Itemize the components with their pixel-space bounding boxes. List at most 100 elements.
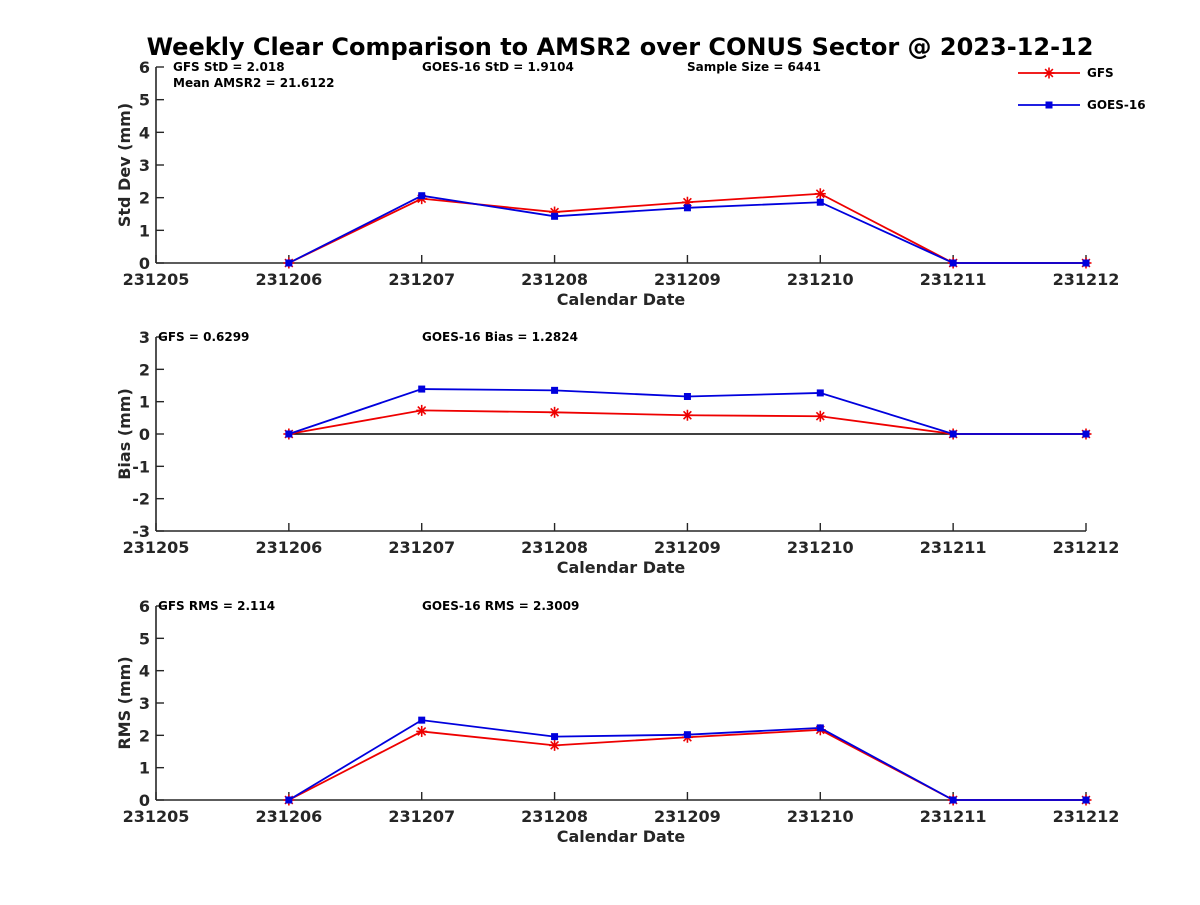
y-tick-label: 2	[139, 726, 150, 745]
data-point	[1082, 430, 1090, 438]
y-tick-label: -1	[132, 457, 150, 476]
data-point	[551, 733, 559, 741]
x-axis-label: Calendar Date	[557, 290, 686, 309]
stat-annotation-goes-stat: GOES-16 RMS = 2.3009	[422, 599, 579, 613]
y-axis-label: Bias (mm)	[115, 388, 134, 480]
legend-item-gfs: GFS	[1018, 66, 1114, 80]
y-tick-label: 3	[139, 328, 150, 347]
stat-annotation-gfs-stat: GFS = 0.6299	[158, 330, 249, 344]
x-tick-label: 231207	[388, 270, 455, 289]
legend: GFS GOES-16	[1018, 66, 1146, 112]
y-axis-label: RMS (mm)	[115, 656, 134, 749]
y-tick-label: 1	[139, 393, 150, 412]
y-tick-label: 6	[139, 597, 150, 616]
data-point	[949, 796, 957, 804]
data-point	[814, 188, 826, 200]
y-tick-label: 4	[139, 123, 150, 142]
x-tick-label: 231211	[920, 807, 987, 826]
y-tick-label: 2	[139, 189, 150, 208]
legend-marker	[1045, 101, 1053, 109]
x-tick-label: 231208	[521, 807, 588, 826]
y-tick-label: 1	[139, 759, 150, 778]
data-point	[683, 204, 691, 212]
data-point	[683, 731, 691, 739]
series-goes-16	[285, 192, 1090, 267]
y-tick-label: 5	[139, 629, 150, 648]
data-point	[418, 192, 426, 200]
chart-title: Weekly Clear Comparison to AMSR2 over CO…	[147, 33, 1094, 61]
data-point	[549, 406, 561, 418]
x-tick-label: 231210	[787, 807, 854, 826]
data-point	[551, 212, 559, 220]
x-tick-label: 231205	[123, 270, 190, 289]
x-tick-label: 231212	[1053, 538, 1120, 557]
y-tick-label: 0	[139, 254, 150, 273]
data-point	[949, 259, 957, 267]
x-tick-label: 231211	[920, 270, 987, 289]
stat-annotation-goes-stat: GOES-16 StD = 1.9104	[422, 60, 574, 74]
y-tick-label: 3	[139, 694, 150, 713]
legend-label: GOES-16	[1087, 98, 1146, 112]
stat-annotation-gfs-stat: GFS RMS = 2.114	[158, 599, 275, 613]
data-point	[285, 796, 293, 804]
data-point	[285, 430, 293, 438]
y-tick-label: 0	[139, 425, 150, 444]
data-point	[285, 259, 293, 267]
x-tick-label: 231209	[654, 270, 721, 289]
legend-label: GFS	[1087, 66, 1114, 80]
stat-annotation-goes-stat: GOES-16 Bias = 1.2824	[422, 330, 578, 344]
data-point	[418, 716, 426, 724]
data-point	[416, 725, 428, 737]
panel-3: 0 1 2 3 4 5 6 231205 231206 231207 231208 231209 231…	[115, 597, 1119, 846]
data-point	[416, 404, 428, 416]
y-tick-label: 1	[139, 221, 150, 240]
x-tick-label: 231209	[654, 807, 721, 826]
x-tick-label: 231207	[388, 538, 455, 557]
panel-1: 0 1 2 3 4 5 6 231205 231206 231207 231208 231209 231…	[115, 58, 1119, 309]
data-point	[683, 392, 691, 400]
legend-marker	[1043, 67, 1055, 79]
x-tick-label: 231211	[920, 538, 987, 557]
x-tick-label: 231207	[388, 807, 455, 826]
x-tick-label: 231206	[255, 807, 322, 826]
data-point	[814, 410, 826, 422]
y-axis-label: Std Dev (mm)	[115, 103, 134, 227]
data-point	[816, 198, 824, 206]
stat-annotation-mean-amsr2: Mean AMSR2 = 21.6122	[173, 76, 334, 90]
data-point	[1082, 796, 1090, 804]
data-point	[949, 430, 957, 438]
x-tick-label: 231208	[521, 270, 588, 289]
x-tick-label: 231206	[255, 270, 322, 289]
x-tick-label: 231210	[787, 270, 854, 289]
x-tick-label: 231209	[654, 538, 721, 557]
stat-annotation-sample-size: Sample Size = 6441	[687, 60, 821, 74]
x-axis-label: Calendar Date	[557, 558, 686, 577]
y-tick-label: 6	[139, 58, 150, 77]
y-tick-label: 3	[139, 156, 150, 175]
x-tick-label: 231206	[255, 538, 322, 557]
stat-annotation-gfs-stat: GFS StD = 2.018	[173, 60, 285, 74]
x-tick-label: 231212	[1053, 270, 1120, 289]
panel-2: -3 -2 -1 0 1 2 3 231205 231206 231207 231208 231209…	[115, 328, 1119, 577]
y-tick-label: 5	[139, 91, 150, 110]
y-tick-label: -2	[132, 490, 150, 509]
x-tick-label: 231212	[1053, 807, 1120, 826]
data-point	[816, 724, 824, 732]
data-point	[418, 385, 426, 393]
series-goes-16	[285, 716, 1090, 804]
data-point	[551, 386, 559, 394]
data-point	[1082, 259, 1090, 267]
legend-item-goes-16: GOES-16	[1018, 98, 1146, 112]
x-tick-label: 231208	[521, 538, 588, 557]
x-axis-label: Calendar Date	[557, 827, 686, 846]
y-tick-label: 4	[139, 662, 150, 681]
x-tick-label: 231205	[123, 807, 190, 826]
data-point	[816, 389, 824, 397]
series-goes-16	[285, 385, 1090, 438]
y-tick-label: 0	[139, 791, 150, 810]
data-point	[549, 739, 561, 751]
data-point	[681, 409, 693, 421]
